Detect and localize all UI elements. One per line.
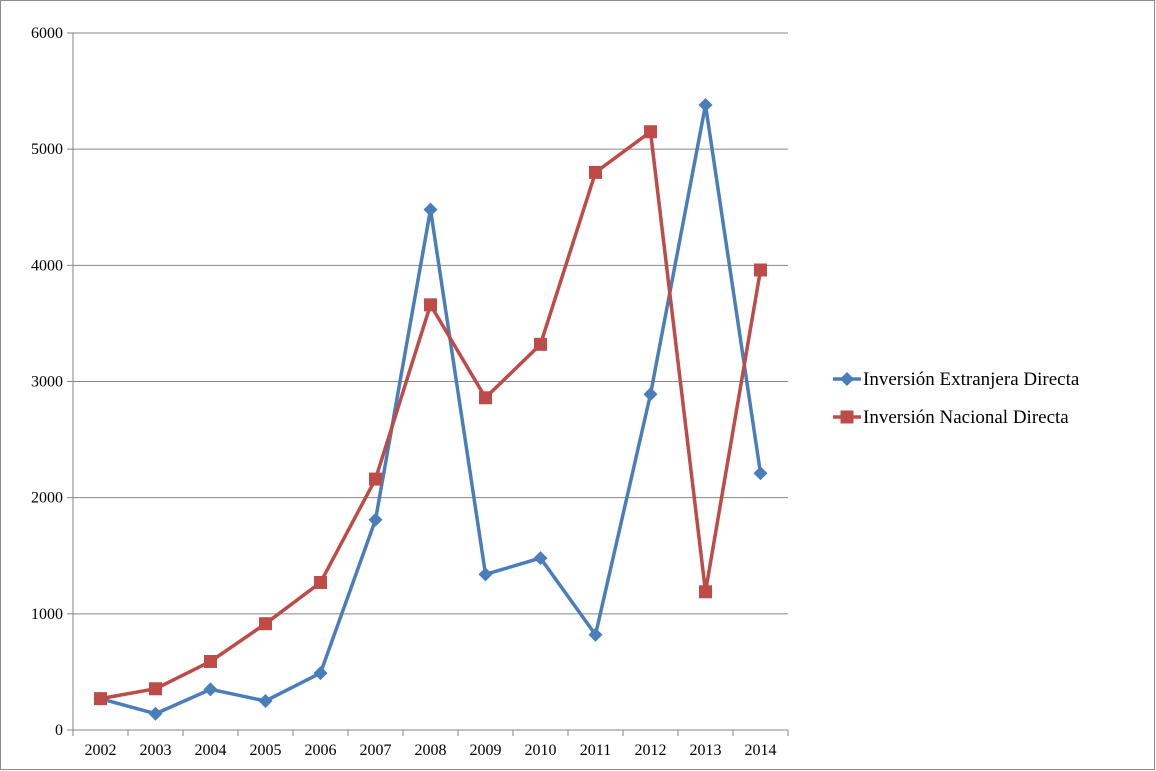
x-tick-label: 2003 xyxy=(140,742,172,759)
data-point-extranjera-2006 xyxy=(313,666,328,681)
x-tick-label: 2005 xyxy=(250,742,282,759)
y-tick-label: 6000 xyxy=(31,25,63,42)
data-point-nacional-2012 xyxy=(644,125,657,139)
legend: Inversión Extranjera Directa Inversión Na… xyxy=(833,369,1080,428)
data-point-nacional-2004 xyxy=(204,654,217,668)
data-point-extranjera-2005 xyxy=(258,693,273,708)
data-point-extranjera-2012 xyxy=(643,387,658,402)
data-point-extranjera-2003 xyxy=(148,706,163,721)
legend-label-nacional: Inversión Nacional Directa xyxy=(863,407,1069,428)
data-point-nacional-2007 xyxy=(369,472,382,486)
gridlines xyxy=(73,32,788,615)
axes xyxy=(67,32,789,736)
series-lines xyxy=(93,98,768,721)
data-point-nacional-2008 xyxy=(424,298,437,312)
data-point-nacional-2013 xyxy=(699,585,712,599)
x-tick-label: 2013 xyxy=(690,742,722,759)
series-nacional xyxy=(94,125,767,706)
y-tick-label: 3000 xyxy=(31,374,63,391)
x-tick-label: 2002 xyxy=(85,742,117,759)
x-axis-tick-labels: 2002 2003 2004 2005 2006 2007 2008 2009 2010 2011… xyxy=(85,742,777,759)
x-tick-label: 2010 xyxy=(525,742,557,759)
y-tick-label: 0 xyxy=(55,722,63,739)
series-extranjera xyxy=(93,98,768,721)
y-tick-label: 2000 xyxy=(31,490,63,507)
legend-entry-nacional: Inversión Nacional Directa xyxy=(833,407,1069,428)
legend-marker-extranjera xyxy=(840,372,854,386)
data-point-nacional-2014 xyxy=(754,263,767,277)
legend-marker-nacional xyxy=(840,410,854,424)
data-point-extranjera-2008 xyxy=(423,202,438,217)
data-point-extranjera-2010 xyxy=(533,551,548,566)
x-tick-label: 2004 xyxy=(195,742,227,759)
x-tick-label: 2014 xyxy=(745,742,777,759)
data-point-nacional-2009 xyxy=(479,391,492,405)
data-point-nacional-2011 xyxy=(589,165,602,179)
data-point-nacional-2003 xyxy=(149,682,162,696)
data-point-extranjera-2011 xyxy=(588,627,603,642)
y-axis-tick-labels: 0 1000 2000 3000 4000 5000 6000 xyxy=(31,25,63,739)
x-tick-label: 2012 xyxy=(635,742,667,759)
data-point-nacional-2006 xyxy=(314,575,327,589)
data-point-nacional-2002 xyxy=(94,692,107,706)
x-tick-label: 2009 xyxy=(470,742,502,759)
x-tick-label: 2011 xyxy=(580,742,611,759)
y-tick-label: 4000 xyxy=(31,257,63,274)
y-tick-label: 1000 xyxy=(31,606,63,623)
data-point-nacional-2010 xyxy=(534,337,547,351)
data-point-extranjera-2007 xyxy=(368,512,383,527)
legend-label-extranjera: Inversión Extranjera Directa xyxy=(863,369,1080,390)
y-tick-label: 5000 xyxy=(31,141,63,158)
data-point-extranjera-2014 xyxy=(753,466,768,481)
series-line-extranjera xyxy=(98,103,763,716)
data-point-extranjera-2013 xyxy=(698,98,713,113)
data-point-extranjera-2004 xyxy=(203,682,218,697)
data-point-extranjera-2009 xyxy=(478,567,493,582)
legend-entry-extranjera: Inversión Extranjera Directa xyxy=(833,369,1080,390)
x-tick-label: 2008 xyxy=(415,742,447,759)
x-tick-label: 2007 xyxy=(360,742,392,759)
data-point-nacional-2005 xyxy=(259,617,272,631)
x-tick-label: 2006 xyxy=(305,742,337,759)
